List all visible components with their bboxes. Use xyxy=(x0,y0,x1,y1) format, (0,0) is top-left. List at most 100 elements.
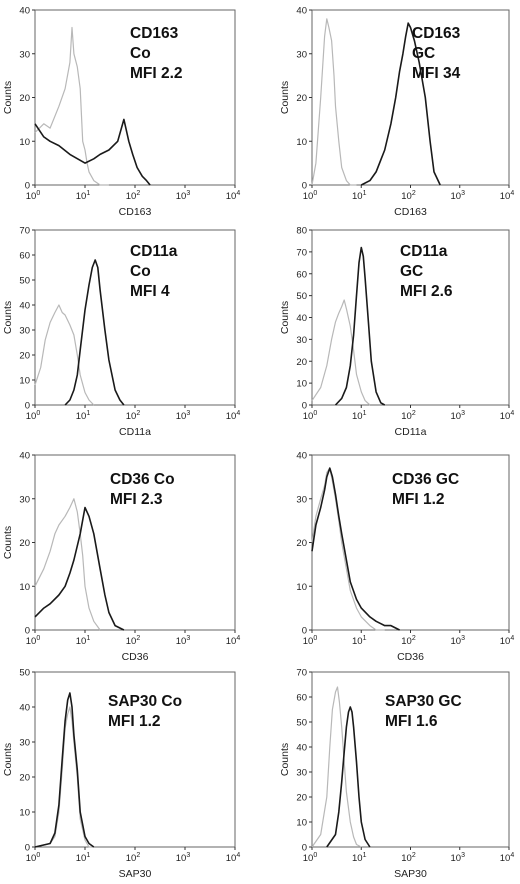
x-tick-label: 104 xyxy=(226,190,241,202)
y-tick-label: 40 xyxy=(19,6,30,17)
y-tick-label: 40 xyxy=(296,313,307,324)
x-tick-label: 102 xyxy=(401,190,416,202)
y-tick-label: 10 xyxy=(296,379,307,390)
marker-trace xyxy=(34,118,151,186)
y-tick-label: 40 xyxy=(19,301,30,312)
x-axis-label: CD11a xyxy=(119,426,151,438)
y-tick-label: 40 xyxy=(296,6,307,17)
x-axis-label: CD163 xyxy=(394,206,427,218)
x-tick-label: 102 xyxy=(126,635,141,647)
y-tick-label: 80 xyxy=(296,226,307,237)
marker-trace xyxy=(334,246,386,406)
y-tick-label: 20 xyxy=(296,538,307,549)
annotation-line: MFI 2.3 xyxy=(110,491,163,508)
y-tick-label: 0 xyxy=(25,181,30,192)
marker-trace xyxy=(34,692,95,848)
marker-trace xyxy=(311,467,400,631)
annotation-line: CD11a xyxy=(400,243,448,260)
x-tick-label: 102 xyxy=(126,190,141,202)
x-tick-label: 102 xyxy=(401,410,416,422)
isotype-control-trace xyxy=(34,26,109,186)
y-tick-label: 20 xyxy=(19,93,30,104)
x-tick-label: 103 xyxy=(451,852,466,864)
y-axis-label: Counts xyxy=(2,301,14,334)
isotype-control-trace xyxy=(311,686,362,848)
marker-trace xyxy=(360,22,441,186)
annotation-line: CD36 Co xyxy=(110,471,175,488)
y-axis-label: Counts xyxy=(2,526,14,559)
annotation-line: MFI 4 xyxy=(130,283,170,300)
x-tick-label: 104 xyxy=(500,410,515,422)
annotation-line: CD36 GC xyxy=(392,471,459,488)
y-tick-label: 70 xyxy=(296,668,307,679)
isotype-control-trace xyxy=(311,299,371,406)
x-tick-label: 101 xyxy=(76,190,91,202)
y-axis-label: Counts xyxy=(279,81,291,114)
annotation-line: Co xyxy=(130,263,151,280)
annotation-line: MFI 34 xyxy=(412,65,461,82)
y-tick-label: 0 xyxy=(302,843,307,854)
marker-trace xyxy=(326,706,371,848)
annotation-line: MFI 1.6 xyxy=(385,713,438,730)
x-axis-label: CD11a xyxy=(395,426,427,438)
histogram-panel-1: 0 10 20 30 40 100 101 102 103 104 Counts CD163 CD163… xyxy=(279,6,514,219)
x-tick-label: 104 xyxy=(226,635,241,647)
histogram-panel-3: 0 10 20 30 40 50 60 70 80 100 101 102 103 104 Counts CD… xyxy=(279,226,514,439)
annotation-line: Co xyxy=(130,45,151,62)
y-tick-label: 30 xyxy=(296,49,307,60)
x-tick-label: 101 xyxy=(352,852,367,864)
x-tick-label: 104 xyxy=(226,852,241,864)
y-tick-label: 0 xyxy=(302,626,307,637)
y-tick-label: 20 xyxy=(19,351,30,362)
y-tick-label: 0 xyxy=(25,843,30,854)
histogram-panel-7: 0 10 20 30 40 50 60 70 100 101 102 103 104 Counts SAP3… xyxy=(279,668,514,881)
x-tick-label: 100 xyxy=(26,635,41,647)
x-tick-label: 101 xyxy=(352,190,367,202)
plot-frame xyxy=(311,9,510,186)
x-tick-label: 104 xyxy=(500,852,515,864)
y-axis-label: Counts xyxy=(279,301,291,334)
annotation-line: CD11a xyxy=(130,243,178,260)
y-axis-label: Counts xyxy=(2,743,14,776)
y-tick-label: 0 xyxy=(25,401,30,412)
y-tick-label: 10 xyxy=(296,582,307,593)
y-tick-label: 60 xyxy=(296,269,307,280)
x-tick-label: 103 xyxy=(176,190,191,202)
x-tick-label: 102 xyxy=(401,852,416,864)
y-tick-label: 40 xyxy=(296,451,307,462)
y-axis-label: Counts xyxy=(279,743,291,776)
x-tick-label: 103 xyxy=(176,635,191,647)
y-tick-label: 60 xyxy=(19,251,30,262)
y-axis-label: Counts xyxy=(2,81,14,114)
y-tick-label: 60 xyxy=(296,693,307,704)
histogram-panel-5: 0 10 20 30 40 100 101 102 103 104 CD36 CD36 GC MFI 1… xyxy=(296,451,514,664)
marker-trace xyxy=(64,259,125,406)
y-tick-label: 10 xyxy=(19,582,30,593)
x-tick-label: 104 xyxy=(500,190,515,202)
y-tick-label: 70 xyxy=(296,247,307,258)
y-tick-label: 20 xyxy=(296,93,307,104)
x-axis-label: SAP30 xyxy=(394,868,427,880)
y-tick-label: 40 xyxy=(19,703,30,714)
x-tick-label: 102 xyxy=(401,635,416,647)
histogram-panel-4: 0 10 20 30 40 100 101 102 103 104 Counts CD36 CD36 C… xyxy=(2,451,240,664)
x-axis-label: CD163 xyxy=(119,206,152,218)
x-tick-label: 102 xyxy=(126,410,141,422)
y-tick-label: 20 xyxy=(19,538,30,549)
y-tick-label: 50 xyxy=(296,291,307,302)
x-tick-label: 103 xyxy=(451,410,466,422)
x-tick-label: 101 xyxy=(352,410,367,422)
isotype-control-trace xyxy=(34,498,101,631)
x-tick-label: 103 xyxy=(176,852,191,864)
x-tick-label: 100 xyxy=(303,852,318,864)
x-tick-label: 100 xyxy=(303,410,318,422)
y-tick-label: 10 xyxy=(296,818,307,829)
y-tick-label: 10 xyxy=(296,137,307,148)
annotation-line: GC xyxy=(412,45,435,62)
y-tick-label: 30 xyxy=(19,326,30,337)
annotation-line: MFI 1.2 xyxy=(392,491,445,508)
x-tick-label: 101 xyxy=(76,410,91,422)
x-tick-label: 103 xyxy=(451,190,466,202)
y-tick-label: 30 xyxy=(296,335,307,346)
